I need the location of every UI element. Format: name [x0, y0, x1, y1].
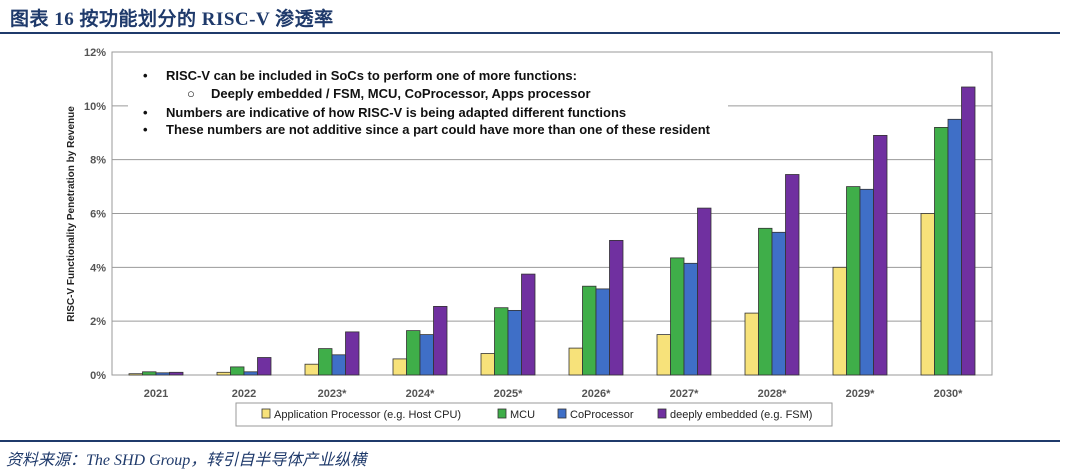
- bar: [670, 257, 685, 376]
- annotation-cover: [128, 58, 728, 144]
- bar: [304, 363, 319, 376]
- x-tick-label: 2030*: [934, 388, 963, 400]
- x-tick-label: 2022: [232, 388, 256, 400]
- note-text: Deeply embedded / FSM, MCU, CoProcessor,…: [211, 86, 591, 101]
- bar: [744, 312, 759, 376]
- bars-group: [128, 86, 976, 376]
- note-bullet: •: [143, 68, 148, 83]
- x-tick-label: 2023*: [318, 388, 347, 400]
- bar: [697, 207, 712, 376]
- note-text: These numbers are not additive since a p…: [166, 122, 711, 137]
- legend-swatch: [497, 408, 507, 419]
- bar: [507, 309, 522, 376]
- bar: [920, 213, 935, 376]
- y-axis-label: RISC-V Functionality Penetration by Reve…: [66, 106, 77, 322]
- bar: [345, 331, 360, 376]
- bar: [243, 371, 258, 376]
- bar: [832, 266, 847, 376]
- x-tick-label: 2025*: [494, 388, 523, 400]
- bar: [785, 174, 800, 376]
- x-tick-label: 2021: [144, 388, 168, 400]
- bar: [947, 118, 962, 376]
- bar: [318, 348, 333, 376]
- x-tick-label: 2028*: [758, 388, 787, 400]
- annotation-box: • RISC-V can be included in SoCs to perfo…: [128, 58, 728, 144]
- bar: [142, 371, 157, 376]
- x-tick-label: 2026*: [582, 388, 611, 400]
- figure-header: 图表 16 按功能划分的 RISC-V 渗透率: [0, 0, 1066, 34]
- bar: [859, 188, 874, 376]
- figure-title: 图表 16 按功能划分的 RISC-V 渗透率: [10, 9, 334, 30]
- bar: [257, 357, 272, 376]
- bar: [392, 358, 407, 376]
- bar: [609, 239, 624, 376]
- y-tick-label: 6%: [90, 209, 106, 221]
- bar: [155, 372, 170, 376]
- header-rule: [0, 32, 1060, 34]
- legend-frame: [235, 402, 833, 427]
- legend-swatch: [557, 408, 567, 419]
- bar: [521, 273, 536, 376]
- note-bullet: ○: [187, 86, 195, 101]
- legend-swatch: [657, 408, 667, 419]
- x-tick-label: 2027*: [670, 388, 699, 400]
- bar: [433, 305, 448, 376]
- bar: [216, 371, 231, 376]
- note-text: RISC-V can be included in SoCs to perfor…: [166, 68, 577, 83]
- legend-label: deeply embedded (e.g. FSM): [670, 409, 812, 421]
- source-note: 资料来源：The SHD Group，转引自半导体产业纵横: [6, 452, 367, 469]
- x-tick-label: 2029*: [846, 388, 875, 400]
- note-text: Numbers are indicative of how RISC-V is …: [166, 105, 626, 120]
- bar: [934, 127, 949, 376]
- bar: [230, 366, 245, 376]
- y-tick-label: 0%: [90, 370, 106, 382]
- bar: [582, 285, 597, 376]
- legend-label: Application Processor (e.g. Host CPU): [274, 409, 461, 421]
- x-axis-ticks: 2021 2022 2023* 2024* 2025* 2026* 2027* 2028* 20…: [144, 388, 963, 400]
- y-axis-ticks: 0% 2% 4% 6% 8% 10% 12%: [84, 47, 106, 382]
- bar: [683, 262, 698, 376]
- bar: [758, 227, 773, 376]
- x-tick-label: 2024*: [406, 388, 435, 400]
- bar: [595, 288, 610, 376]
- bar: [771, 231, 786, 376]
- bar: [406, 330, 421, 376]
- bar: [961, 86, 976, 376]
- note-bullet: •: [143, 122, 148, 137]
- bar: [656, 334, 671, 376]
- bar: [568, 347, 583, 376]
- legend-swatch: [261, 408, 271, 419]
- legend: Application Processor (e.g. Host CPU) MCU…: [235, 402, 833, 427]
- y-tick-label: 8%: [90, 155, 106, 167]
- bar: [169, 371, 184, 376]
- y-tick-label: 2%: [90, 316, 106, 328]
- y-tick-label: 12%: [84, 47, 106, 59]
- penetration-bar-chart: 0% 2% 4% 6% 8% 10% 12% 2021 2022 2023* 2024* 2025*…: [66, 47, 993, 427]
- bar: [873, 134, 888, 376]
- legend-label: CoProcessor: [570, 409, 634, 421]
- y-tick-label: 4%: [90, 262, 106, 274]
- legend-label: MCU: [510, 409, 535, 421]
- bar: [128, 373, 143, 376]
- bar: [480, 353, 495, 376]
- bar: [331, 354, 346, 376]
- note-bullet: •: [143, 105, 148, 120]
- bar: [494, 307, 509, 376]
- footer-rule: [0, 440, 1060, 442]
- bar: [419, 334, 434, 376]
- y-tick-label: 10%: [84, 101, 106, 113]
- bar: [846, 186, 861, 376]
